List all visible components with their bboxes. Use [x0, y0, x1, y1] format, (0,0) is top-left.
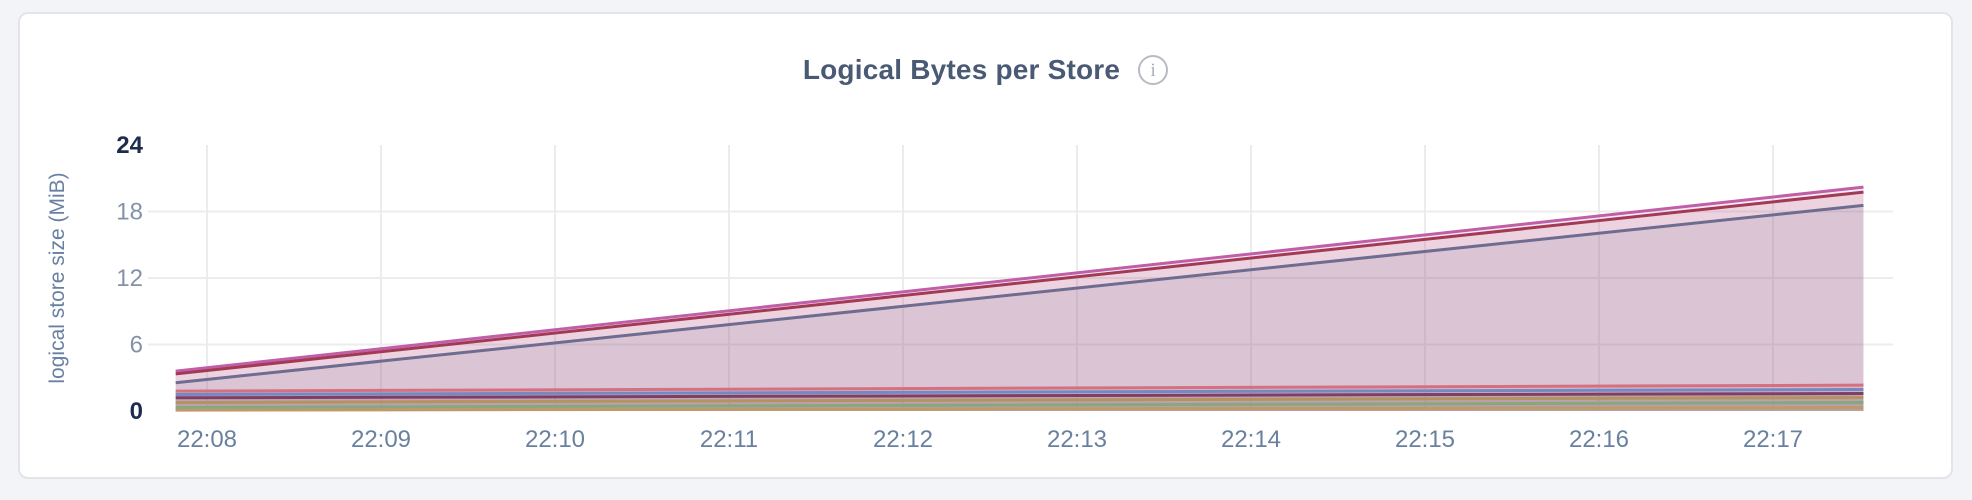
x-tick-label: 22:10 — [525, 426, 585, 453]
x-tick-label: 22:11 — [700, 426, 758, 453]
series-9-line — [175, 406, 1864, 412]
x-tick-label: 22:16 — [1569, 426, 1629, 453]
series-4-line — [175, 383, 1864, 393]
series-7-line — [175, 395, 1864, 404]
y-tick-label: 12 — [116, 265, 143, 292]
series-6-line — [175, 391, 1864, 400]
y-tick-label: 24 — [116, 132, 143, 159]
y-tick-label: 0 — [130, 398, 143, 425]
y-axis-title: logical store size (MiB) — [46, 172, 69, 383]
series-2-area — [175, 192, 1864, 411]
chart-title: Logical Bytes per Store — [802, 54, 1121, 85]
x-tick-label: 22:15 — [1395, 426, 1455, 453]
chart-header: Logical Bytes per Store i — [20, 54, 1951, 86]
info-circle-icon[interactable]: i — [1138, 55, 1169, 85]
series-1-line — [175, 185, 1864, 373]
y-tick-label: 6 — [130, 332, 143, 359]
series-2-line — [175, 190, 1864, 376]
x-tick-label: 22:08 — [177, 426, 237, 453]
series-8-line — [175, 400, 1864, 409]
series-1-area — [175, 187, 1864, 411]
y-tick-label: 18 — [116, 199, 143, 226]
info-icon-glyph: i — [1150, 59, 1156, 81]
series-3-area — [175, 205, 1864, 411]
series-5-line — [175, 387, 1864, 396]
x-tick-label: 22:09 — [351, 426, 411, 453]
x-tick-label: 22:13 — [1047, 426, 1107, 453]
x-tick-label: 22:14 — [1221, 426, 1281, 453]
x-tick-label: 22:12 — [873, 426, 933, 453]
x-tick-label: 22:17 — [1743, 426, 1803, 453]
series-3-line — [175, 203, 1864, 385]
